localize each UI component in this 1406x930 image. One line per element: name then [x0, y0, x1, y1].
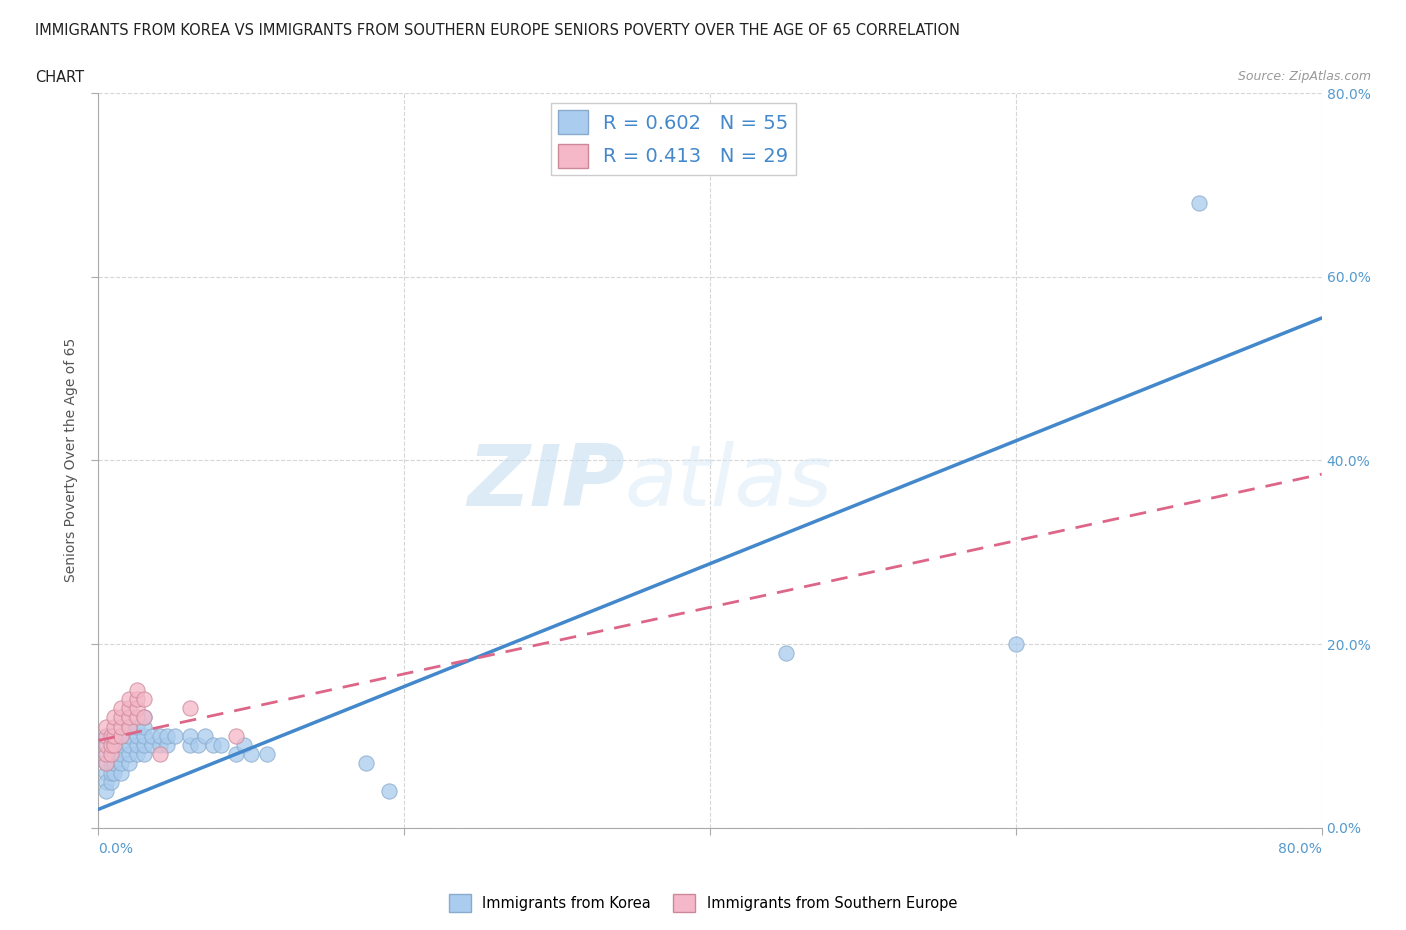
Point: [125, 747, 148, 762]
Point: [134, 719, 156, 734]
Point: [225, 728, 247, 743]
Point: [156, 737, 179, 752]
Point: [202, 737, 225, 752]
Point: [149, 737, 172, 752]
Point: [149, 728, 172, 743]
Point: [103, 711, 125, 725]
Point: [125, 728, 148, 743]
Point: [110, 765, 132, 780]
Point: [194, 728, 217, 743]
Point: [134, 711, 156, 725]
Point: [103, 756, 125, 771]
Point: [134, 737, 156, 752]
Point: [225, 747, 247, 762]
Point: [94, 737, 117, 752]
Point: [354, 756, 377, 771]
Point: [110, 756, 132, 771]
Point: [179, 737, 201, 752]
Point: [240, 747, 263, 762]
Point: [125, 692, 148, 707]
Point: [775, 645, 797, 660]
Point: [187, 737, 209, 752]
Point: [118, 737, 141, 752]
Point: [134, 747, 156, 762]
Text: CHART: CHART: [35, 70, 84, 85]
Point: [118, 719, 141, 734]
Legend: R = 0.602   N = 55, R = 0.413   N = 29: R = 0.602 N = 55, R = 0.413 N = 29: [551, 102, 796, 176]
Point: [378, 783, 401, 798]
Y-axis label: Seniors Poverty Over the Age of 65: Seniors Poverty Over the Age of 65: [65, 339, 79, 582]
Point: [141, 728, 163, 743]
Point: [179, 728, 201, 743]
Point: [110, 701, 132, 716]
Point: [94, 728, 117, 743]
Point: [94, 783, 117, 798]
Point: [125, 737, 148, 752]
Point: [110, 719, 132, 734]
Point: [149, 747, 172, 762]
Point: [1188, 196, 1211, 211]
Point: [94, 728, 117, 743]
Point: [125, 719, 148, 734]
Point: [141, 737, 163, 752]
Point: [118, 701, 141, 716]
Point: [209, 737, 232, 752]
Point: [94, 719, 117, 734]
Point: [103, 728, 125, 743]
Point: [118, 719, 141, 734]
Legend: Immigrants from Korea, Immigrants from Southern Europe: Immigrants from Korea, Immigrants from S…: [443, 888, 963, 918]
Point: [118, 711, 141, 725]
Text: 0.0%: 0.0%: [98, 842, 134, 856]
Point: [103, 737, 125, 752]
Point: [134, 711, 156, 725]
Point: [163, 728, 186, 743]
Point: [110, 728, 132, 743]
Point: [110, 711, 132, 725]
Text: IMMIGRANTS FROM KOREA VS IMMIGRANTS FROM SOUTHERN EUROPE SENIORS POVERTY OVER TH: IMMIGRANTS FROM KOREA VS IMMIGRANTS FROM…: [35, 23, 960, 38]
Text: Source: ZipAtlas.com: Source: ZipAtlas.com: [1237, 70, 1371, 83]
Point: [94, 756, 117, 771]
Point: [94, 737, 117, 752]
Point: [110, 747, 132, 762]
Point: [100, 728, 122, 743]
Point: [94, 747, 117, 762]
Point: [125, 711, 148, 725]
Point: [103, 747, 125, 762]
Point: [125, 683, 148, 698]
Point: [94, 765, 117, 780]
Text: atlas: atlas: [624, 441, 832, 524]
Point: [134, 692, 156, 707]
Point: [100, 737, 122, 752]
Point: [118, 756, 141, 771]
Point: [232, 737, 254, 752]
Point: [1004, 637, 1026, 652]
Point: [100, 765, 122, 780]
Point: [103, 737, 125, 752]
Point: [94, 747, 117, 762]
Point: [94, 775, 117, 790]
Point: [156, 728, 179, 743]
Point: [118, 692, 141, 707]
Point: [179, 701, 201, 716]
Point: [118, 747, 141, 762]
Point: [118, 728, 141, 743]
Point: [256, 747, 278, 762]
Point: [125, 701, 148, 716]
Point: [100, 775, 122, 790]
Text: 80.0%: 80.0%: [1278, 842, 1322, 856]
Text: ZIP: ZIP: [467, 441, 624, 524]
Point: [103, 719, 125, 734]
Point: [110, 728, 132, 743]
Point: [94, 756, 117, 771]
Point: [100, 747, 122, 762]
Point: [134, 728, 156, 743]
Point: [100, 756, 122, 771]
Point: [110, 737, 132, 752]
Point: [103, 765, 125, 780]
